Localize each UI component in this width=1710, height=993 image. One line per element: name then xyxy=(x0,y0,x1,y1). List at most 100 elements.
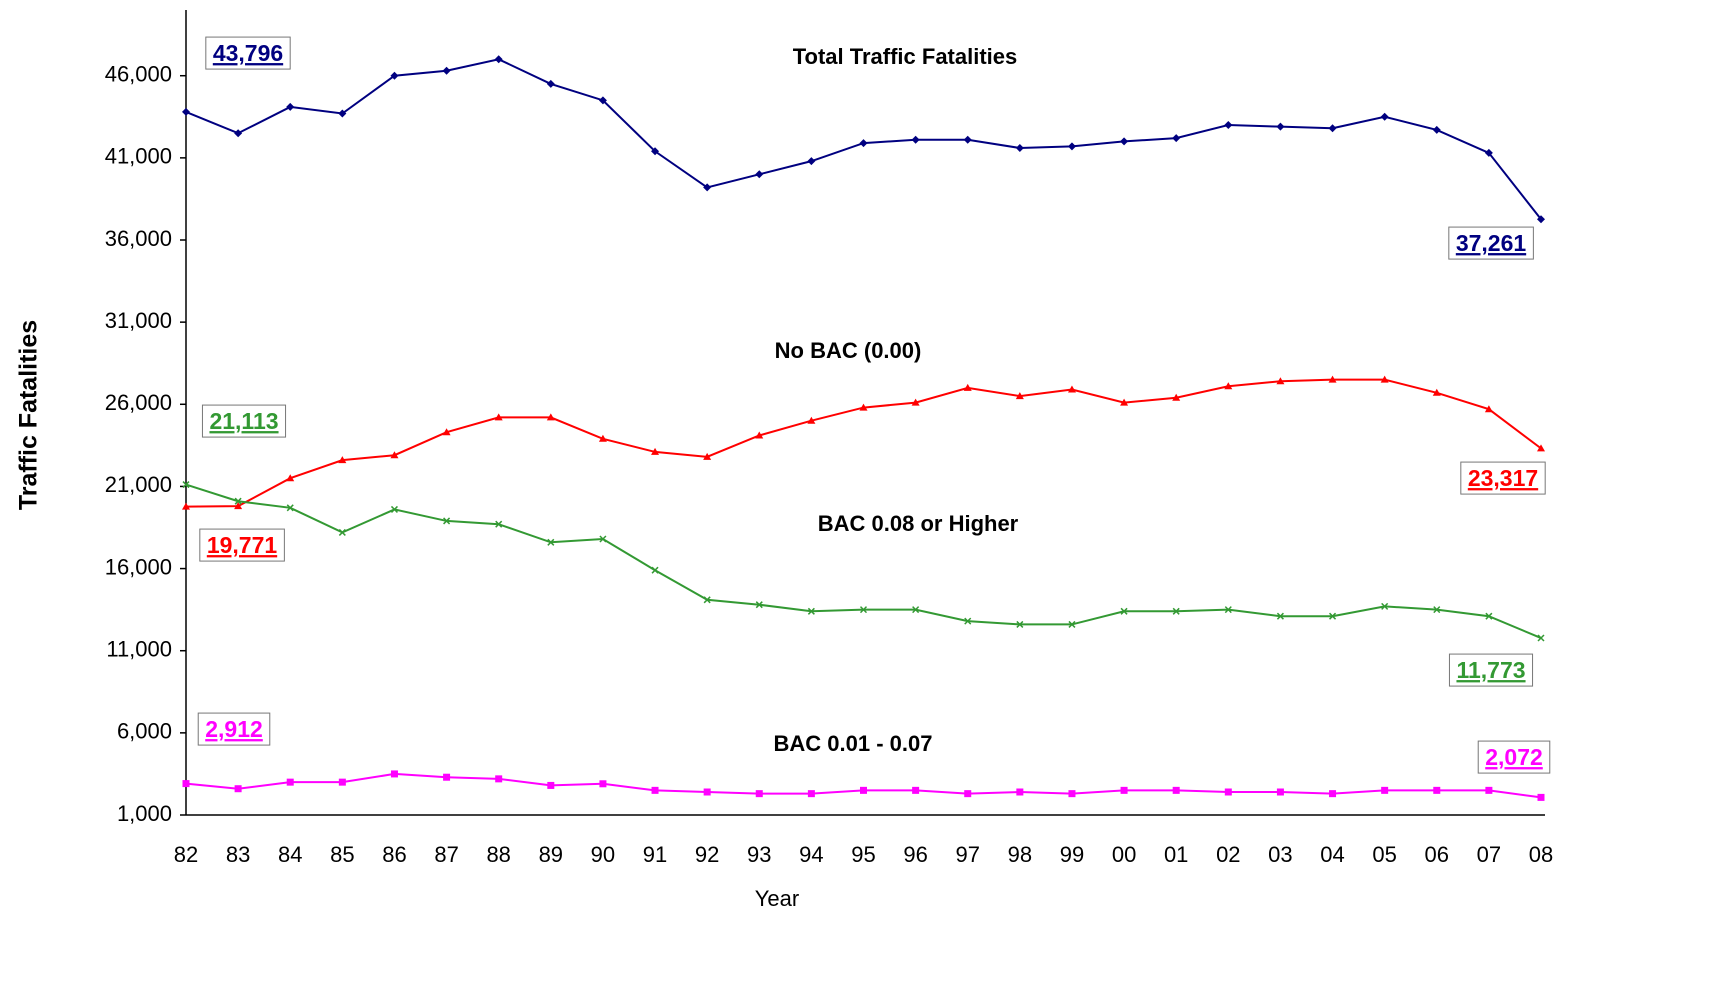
data-label: 2,072 xyxy=(1485,744,1543,770)
marker xyxy=(1172,607,1180,615)
x-axis-title: Year xyxy=(755,886,799,911)
y-tick-label: 26,000 xyxy=(105,390,172,415)
marker xyxy=(963,383,972,391)
marker xyxy=(598,434,607,442)
y-tick-label: 36,000 xyxy=(105,226,172,251)
marker xyxy=(1120,607,1128,615)
marker xyxy=(390,505,398,513)
x-tick-label: 84 xyxy=(278,842,302,867)
marker xyxy=(755,601,763,609)
marker xyxy=(703,596,711,604)
marker xyxy=(1381,786,1389,794)
series-line xyxy=(185,772,1542,799)
x-tick-label: 92 xyxy=(695,842,719,867)
marker xyxy=(755,790,763,798)
marker xyxy=(1224,606,1232,614)
x-tick-label: 03 xyxy=(1268,842,1292,867)
data-label: 11,773 xyxy=(1456,657,1525,683)
marker xyxy=(234,502,243,510)
marker xyxy=(755,431,764,439)
x-tick-label: 82 xyxy=(174,842,198,867)
marker xyxy=(1433,786,1441,794)
data-label-box xyxy=(197,712,271,746)
marker xyxy=(1329,612,1337,620)
y-tick-label: 46,000 xyxy=(105,62,172,87)
marker xyxy=(1068,790,1076,798)
marker xyxy=(651,786,659,794)
marker xyxy=(286,474,295,482)
marker xyxy=(1068,620,1076,628)
y-tick-label: 21,000 xyxy=(105,472,172,497)
marker xyxy=(651,566,659,574)
marker xyxy=(599,780,607,788)
marker xyxy=(963,135,972,144)
x-tick-label: 93 xyxy=(747,842,771,867)
marker xyxy=(1432,125,1441,134)
series-label: BAC 0.08 or Higher xyxy=(818,511,1019,536)
y-tick-label: 1,000 xyxy=(117,801,172,826)
marker xyxy=(911,135,920,144)
marker xyxy=(807,416,816,424)
marker xyxy=(651,447,660,455)
x-tick-label: 85 xyxy=(330,842,354,867)
marker xyxy=(1120,786,1128,794)
y-tick-label: 6,000 xyxy=(117,719,172,744)
marker xyxy=(286,504,294,512)
x-tick-label: 07 xyxy=(1477,842,1501,867)
marker xyxy=(182,780,190,788)
marker xyxy=(286,778,294,786)
marker xyxy=(495,775,503,783)
x-tick-label: 96 xyxy=(903,842,927,867)
marker xyxy=(1484,405,1493,413)
y-tick-label: 41,000 xyxy=(105,144,172,169)
marker xyxy=(1276,122,1285,131)
marker xyxy=(912,786,920,794)
x-tick-label: 95 xyxy=(851,842,875,867)
marker xyxy=(703,183,712,192)
marker xyxy=(442,428,451,436)
marker xyxy=(1016,788,1024,796)
marker xyxy=(807,607,815,615)
x-tick-label: 83 xyxy=(226,842,250,867)
marker xyxy=(1485,612,1493,620)
x-tick-label: 02 xyxy=(1216,842,1240,867)
x-tick-label: 89 xyxy=(539,842,563,867)
marker xyxy=(338,778,346,786)
marker xyxy=(234,129,243,138)
marker xyxy=(703,788,711,796)
marker xyxy=(1015,144,1024,152)
marker xyxy=(546,79,555,88)
marker xyxy=(1172,786,1180,794)
marker xyxy=(1380,375,1389,383)
marker xyxy=(1537,634,1545,642)
marker xyxy=(390,451,399,459)
marker xyxy=(234,785,242,793)
marker xyxy=(182,502,190,510)
marker xyxy=(390,770,398,778)
series-label: No BAC (0.00) xyxy=(775,338,922,363)
data-label-box xyxy=(205,36,291,70)
y-tick-label: 16,000 xyxy=(105,554,172,579)
x-tick-label: 91 xyxy=(643,842,667,867)
marker xyxy=(1015,392,1024,400)
series-label: Total Traffic Fatalities xyxy=(793,44,1018,69)
marker xyxy=(1120,137,1129,146)
marker xyxy=(860,786,867,794)
data-label-box xyxy=(1477,740,1551,774)
x-tick-label: 06 xyxy=(1425,842,1449,867)
marker xyxy=(494,55,503,64)
marker xyxy=(964,617,972,625)
marker xyxy=(1067,142,1076,151)
data-label: 19,771 xyxy=(207,532,278,558)
marker xyxy=(1172,134,1181,143)
x-tick-label: 98 xyxy=(1008,842,1032,867)
marker xyxy=(443,517,451,525)
marker xyxy=(964,790,972,798)
marker xyxy=(807,157,816,166)
x-tick-label: 86 xyxy=(382,842,406,867)
data-label-box xyxy=(1448,226,1534,260)
marker xyxy=(1381,602,1389,610)
marker xyxy=(182,107,190,116)
marker xyxy=(859,403,868,411)
